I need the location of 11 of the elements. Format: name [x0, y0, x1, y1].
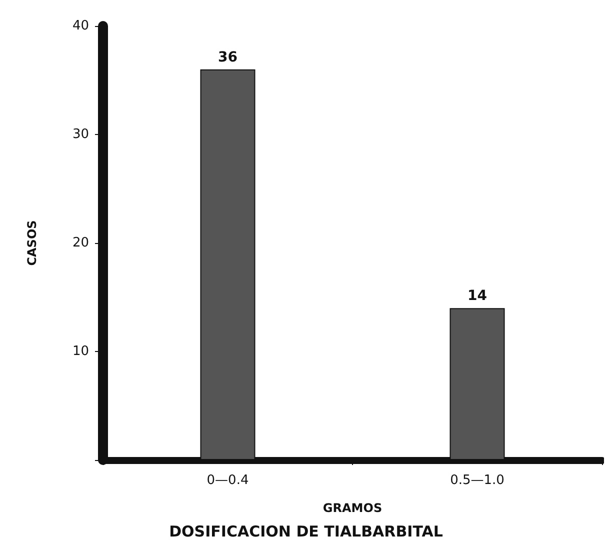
x-tick-label: 0.5—1.0: [450, 473, 504, 488]
text: DOSIFICACION DE TIALBARBITAL: [169, 522, 444, 540]
y-tick-label: 20: [72, 236, 89, 250]
x-axis-title: GRAMOS: [322, 501, 382, 515]
y-tick-label: 40: [72, 18, 89, 34]
y-axis-title: CASOS: [25, 220, 39, 266]
y-tick-label: 10: [72, 344, 89, 359]
x-tick-label: 0—0.4: [206, 473, 249, 488]
y-tick-label: 30: [72, 127, 89, 142]
data-label: 36: [218, 49, 238, 66]
data-label: 14: [468, 288, 488, 304]
